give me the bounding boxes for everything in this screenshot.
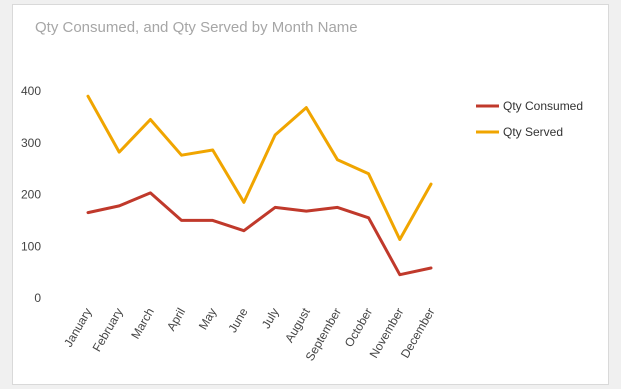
legend-label: Qty Consumed: [503, 99, 583, 113]
x-tick-label: January: [61, 306, 94, 350]
y-tick-label: 0: [34, 291, 41, 305]
x-tick-label: May: [196, 306, 219, 333]
y-tick-label: 100: [21, 239, 41, 253]
legend-label: Qty Served: [503, 125, 563, 139]
x-tick-label: April: [164, 306, 188, 334]
y-tick-label: 300: [21, 136, 41, 150]
series-line-2[interactable]: [86, 94, 433, 241]
x-tick-label: October: [342, 305, 375, 349]
chart-title: Qty Consumed, and Qty Served by Month Na…: [35, 19, 358, 36]
chart-card: Qty Consumed, and Qty Served by Month Na…: [12, 4, 609, 385]
series-line-1[interactable]: [86, 191, 433, 277]
y-tick-label: 200: [21, 188, 41, 202]
x-tick-label: July: [259, 306, 282, 331]
legend: Qty Consumed Qty Served: [476, 99, 583, 139]
x-tick-label: June: [225, 305, 250, 335]
x-tick-label: March: [128, 306, 157, 342]
x-tick-label: February: [90, 306, 126, 355]
y-tick-label: 400: [21, 84, 41, 98]
y-axis-ticks: 0 100 200 300 400: [21, 84, 41, 305]
series-lines: [86, 94, 433, 277]
x-tick-label: August: [282, 305, 313, 345]
